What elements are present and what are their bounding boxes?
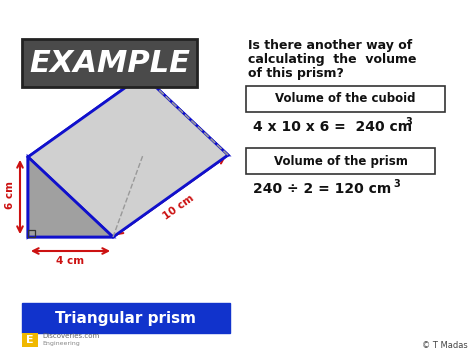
Text: calculating  the  volume: calculating the volume bbox=[248, 53, 417, 66]
Text: Is there another way of: Is there another way of bbox=[248, 38, 412, 51]
Text: 10 cm: 10 cm bbox=[161, 193, 196, 222]
FancyBboxPatch shape bbox=[246, 86, 445, 112]
Text: © T Madas: © T Madas bbox=[422, 341, 468, 350]
Text: Triangular prism: Triangular prism bbox=[55, 311, 197, 326]
FancyBboxPatch shape bbox=[22, 303, 230, 333]
Text: Engineering: Engineering bbox=[42, 340, 80, 345]
Polygon shape bbox=[143, 75, 228, 155]
Text: E: E bbox=[26, 335, 34, 345]
Polygon shape bbox=[28, 155, 228, 237]
Text: Volume of the prism: Volume of the prism bbox=[273, 154, 408, 168]
Text: of this prism?: of this prism? bbox=[248, 66, 344, 80]
FancyBboxPatch shape bbox=[246, 148, 435, 174]
Polygon shape bbox=[28, 75, 143, 237]
FancyBboxPatch shape bbox=[22, 333, 38, 347]
FancyBboxPatch shape bbox=[22, 39, 197, 87]
Text: 6 cm: 6 cm bbox=[5, 181, 15, 209]
Text: Discoveries.com: Discoveries.com bbox=[42, 333, 99, 339]
Text: Volume of the cuboid: Volume of the cuboid bbox=[275, 93, 416, 105]
Polygon shape bbox=[28, 75, 228, 237]
Text: 4 x 10 x 6 =  240 cm: 4 x 10 x 6 = 240 cm bbox=[253, 120, 412, 134]
Polygon shape bbox=[28, 157, 113, 237]
Text: 3: 3 bbox=[405, 117, 412, 127]
Text: 3: 3 bbox=[393, 179, 400, 189]
Text: 240 ÷ 2 = 120 cm: 240 ÷ 2 = 120 cm bbox=[253, 182, 391, 196]
Text: 4 cm: 4 cm bbox=[56, 256, 84, 266]
Text: EXAMPLE: EXAMPLE bbox=[29, 49, 190, 77]
